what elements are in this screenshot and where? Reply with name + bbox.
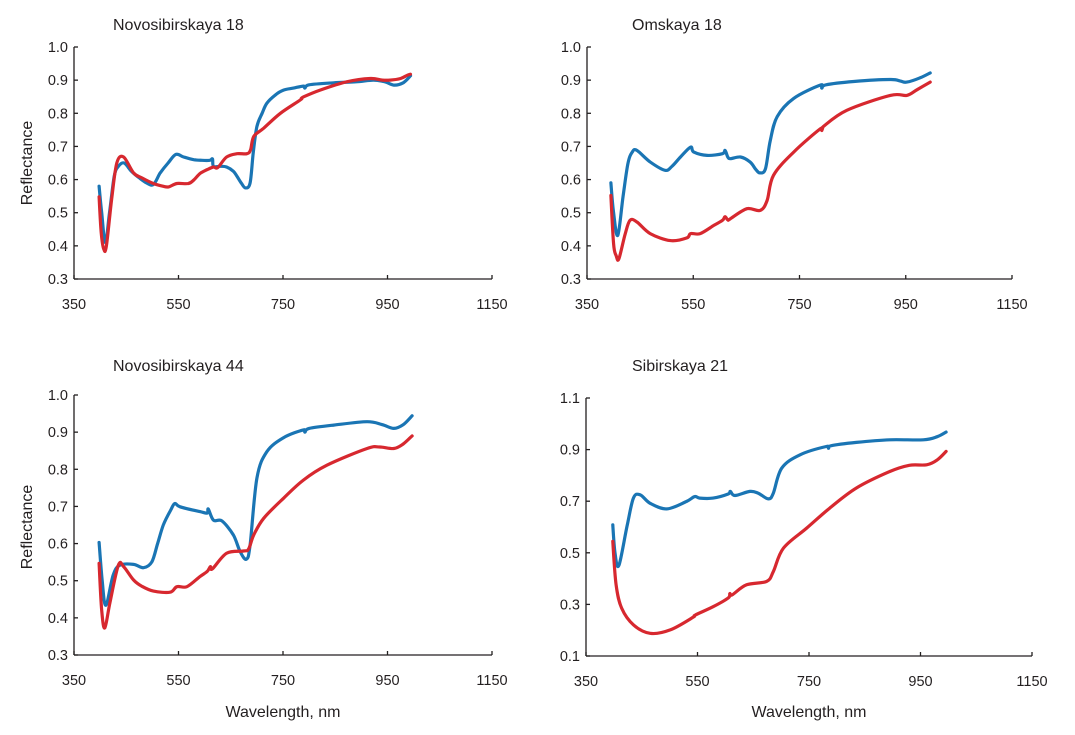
y-tick-label: 0.3	[560, 597, 580, 613]
series-line-blue	[97, 414, 414, 607]
panel-title: Sibirskaya 21	[632, 358, 728, 375]
ticks: 350 550 750 950 1150 0.3 0.4 0.5 0.6 0.7 0.8 0.9 1.0	[48, 40, 508, 313]
plot-lines	[97, 414, 414, 630]
x-tick-label: 1150	[996, 297, 1027, 313]
x-tick-label: 750	[271, 297, 295, 313]
series-line-blue	[97, 74, 413, 245]
y-tick-label: 1.1	[560, 391, 580, 407]
panel-sibirskaya-21: Sibirskaya 21 Wavelength, nm 350 550 750 95…	[560, 358, 1048, 721]
panel-omskaya-18: Omskaya 18 350 550 750 950 1150 0.3 0.4 0.5 0.6 0…	[561, 17, 1028, 313]
panel-title: Omskaya 18	[632, 17, 722, 34]
panel-novosibirskaya-18: Novosibirskaya 18 Reflectance 350 550 750 9…	[19, 17, 508, 313]
panel-novosibirskaya-44: Novosibirskaya 44 Reflectance Wavelength…	[19, 358, 508, 721]
y-tick-label: 0.4	[48, 239, 68, 255]
y-tick-label: 0.5	[560, 546, 580, 562]
ticks: 350 550 750 950 1150 0.3 0.4 0.5 0.6 0.7 0.8 0.9 1.0	[48, 388, 508, 689]
y-axis-label: Reflectance	[19, 485, 36, 570]
x-tick-label: 1150	[1016, 674, 1047, 690]
ticks: 350 550 750 950 1150 0.3 0.4 0.5 0.6 0.7 0.8 0.9 1.0	[561, 40, 1028, 313]
y-tick-label: 0.9	[48, 73, 68, 89]
y-tick-label: 0.8	[561, 106, 581, 122]
series-line-blue	[609, 71, 932, 238]
y-tick-label: 0.3	[48, 648, 68, 664]
y-tick-label: 0.8	[48, 462, 68, 478]
x-tick-label: 350	[575, 297, 599, 313]
x-tick-label: 950	[894, 297, 918, 313]
x-tick-label: 350	[62, 297, 86, 313]
x-tick-label: 950	[375, 297, 399, 313]
x-tick-label: 350	[62, 673, 86, 689]
y-tick-label: 1.0	[48, 388, 68, 404]
y-axis-label: Reflectance	[19, 121, 36, 206]
x-tick-label: 550	[685, 674, 709, 690]
y-tick-label: 0.6	[48, 537, 68, 553]
y-tick-label: 0.6	[561, 173, 581, 189]
y-tick-label: 0.7	[48, 499, 68, 515]
y-tick-label: 0.5	[48, 206, 68, 222]
series-line-red	[611, 449, 948, 636]
plot-lines	[611, 430, 948, 636]
x-tick-label: 750	[797, 674, 821, 690]
y-tick-label: 0.9	[48, 425, 68, 441]
x-tick-label: 950	[908, 674, 932, 690]
series-line-blue	[611, 430, 948, 569]
series-line-red	[97, 434, 414, 630]
x-tick-label: 1150	[476, 673, 507, 689]
panel-title: Novosibirskaya 18	[113, 17, 244, 34]
y-tick-label: 1.0	[561, 40, 581, 56]
panel-title: Novosibirskaya 44	[113, 358, 244, 375]
y-tick-label: 0.1	[560, 649, 580, 665]
y-tick-label: 0.5	[48, 574, 68, 590]
x-tick-label: 550	[681, 297, 705, 313]
plot-lines	[97, 72, 413, 254]
y-tick-label: 0.9	[560, 443, 580, 459]
y-tick-label: 0.3	[561, 272, 581, 288]
x-axis-label: Wavelength, nm	[751, 704, 866, 721]
y-tick-label: 0.8	[48, 106, 68, 122]
x-tick-label: 750	[787, 297, 811, 313]
series-line-red	[609, 80, 932, 262]
x-tick-label: 350	[574, 674, 598, 690]
axes	[73, 47, 492, 280]
x-tick-label: 1150	[476, 297, 507, 313]
x-tick-label: 550	[166, 673, 190, 689]
y-tick-label: 0.5	[561, 206, 581, 222]
y-tick-label: 0.9	[561, 73, 581, 89]
axes	[73, 395, 492, 656]
x-tick-label: 550	[166, 297, 190, 313]
y-tick-label: 0.7	[560, 494, 580, 510]
y-tick-label: 0.6	[48, 173, 68, 189]
y-tick-label: 0.4	[48, 611, 68, 627]
y-tick-label: 0.7	[561, 139, 581, 155]
y-tick-label: 0.4	[561, 239, 581, 255]
ticks: 350 550 750 950 1150 0.1 0.3 0.5 0.7 0.9 1.1	[560, 391, 1048, 690]
y-tick-label: 0.7	[48, 139, 68, 155]
y-tick-label: 0.3	[48, 272, 68, 288]
y-tick-label: 1.0	[48, 40, 68, 56]
plot-lines	[609, 71, 932, 262]
series-line-red	[97, 72, 413, 254]
x-axis-label: Wavelength, nm	[225, 704, 340, 721]
x-tick-label: 750	[271, 673, 295, 689]
x-tick-label: 950	[375, 673, 399, 689]
